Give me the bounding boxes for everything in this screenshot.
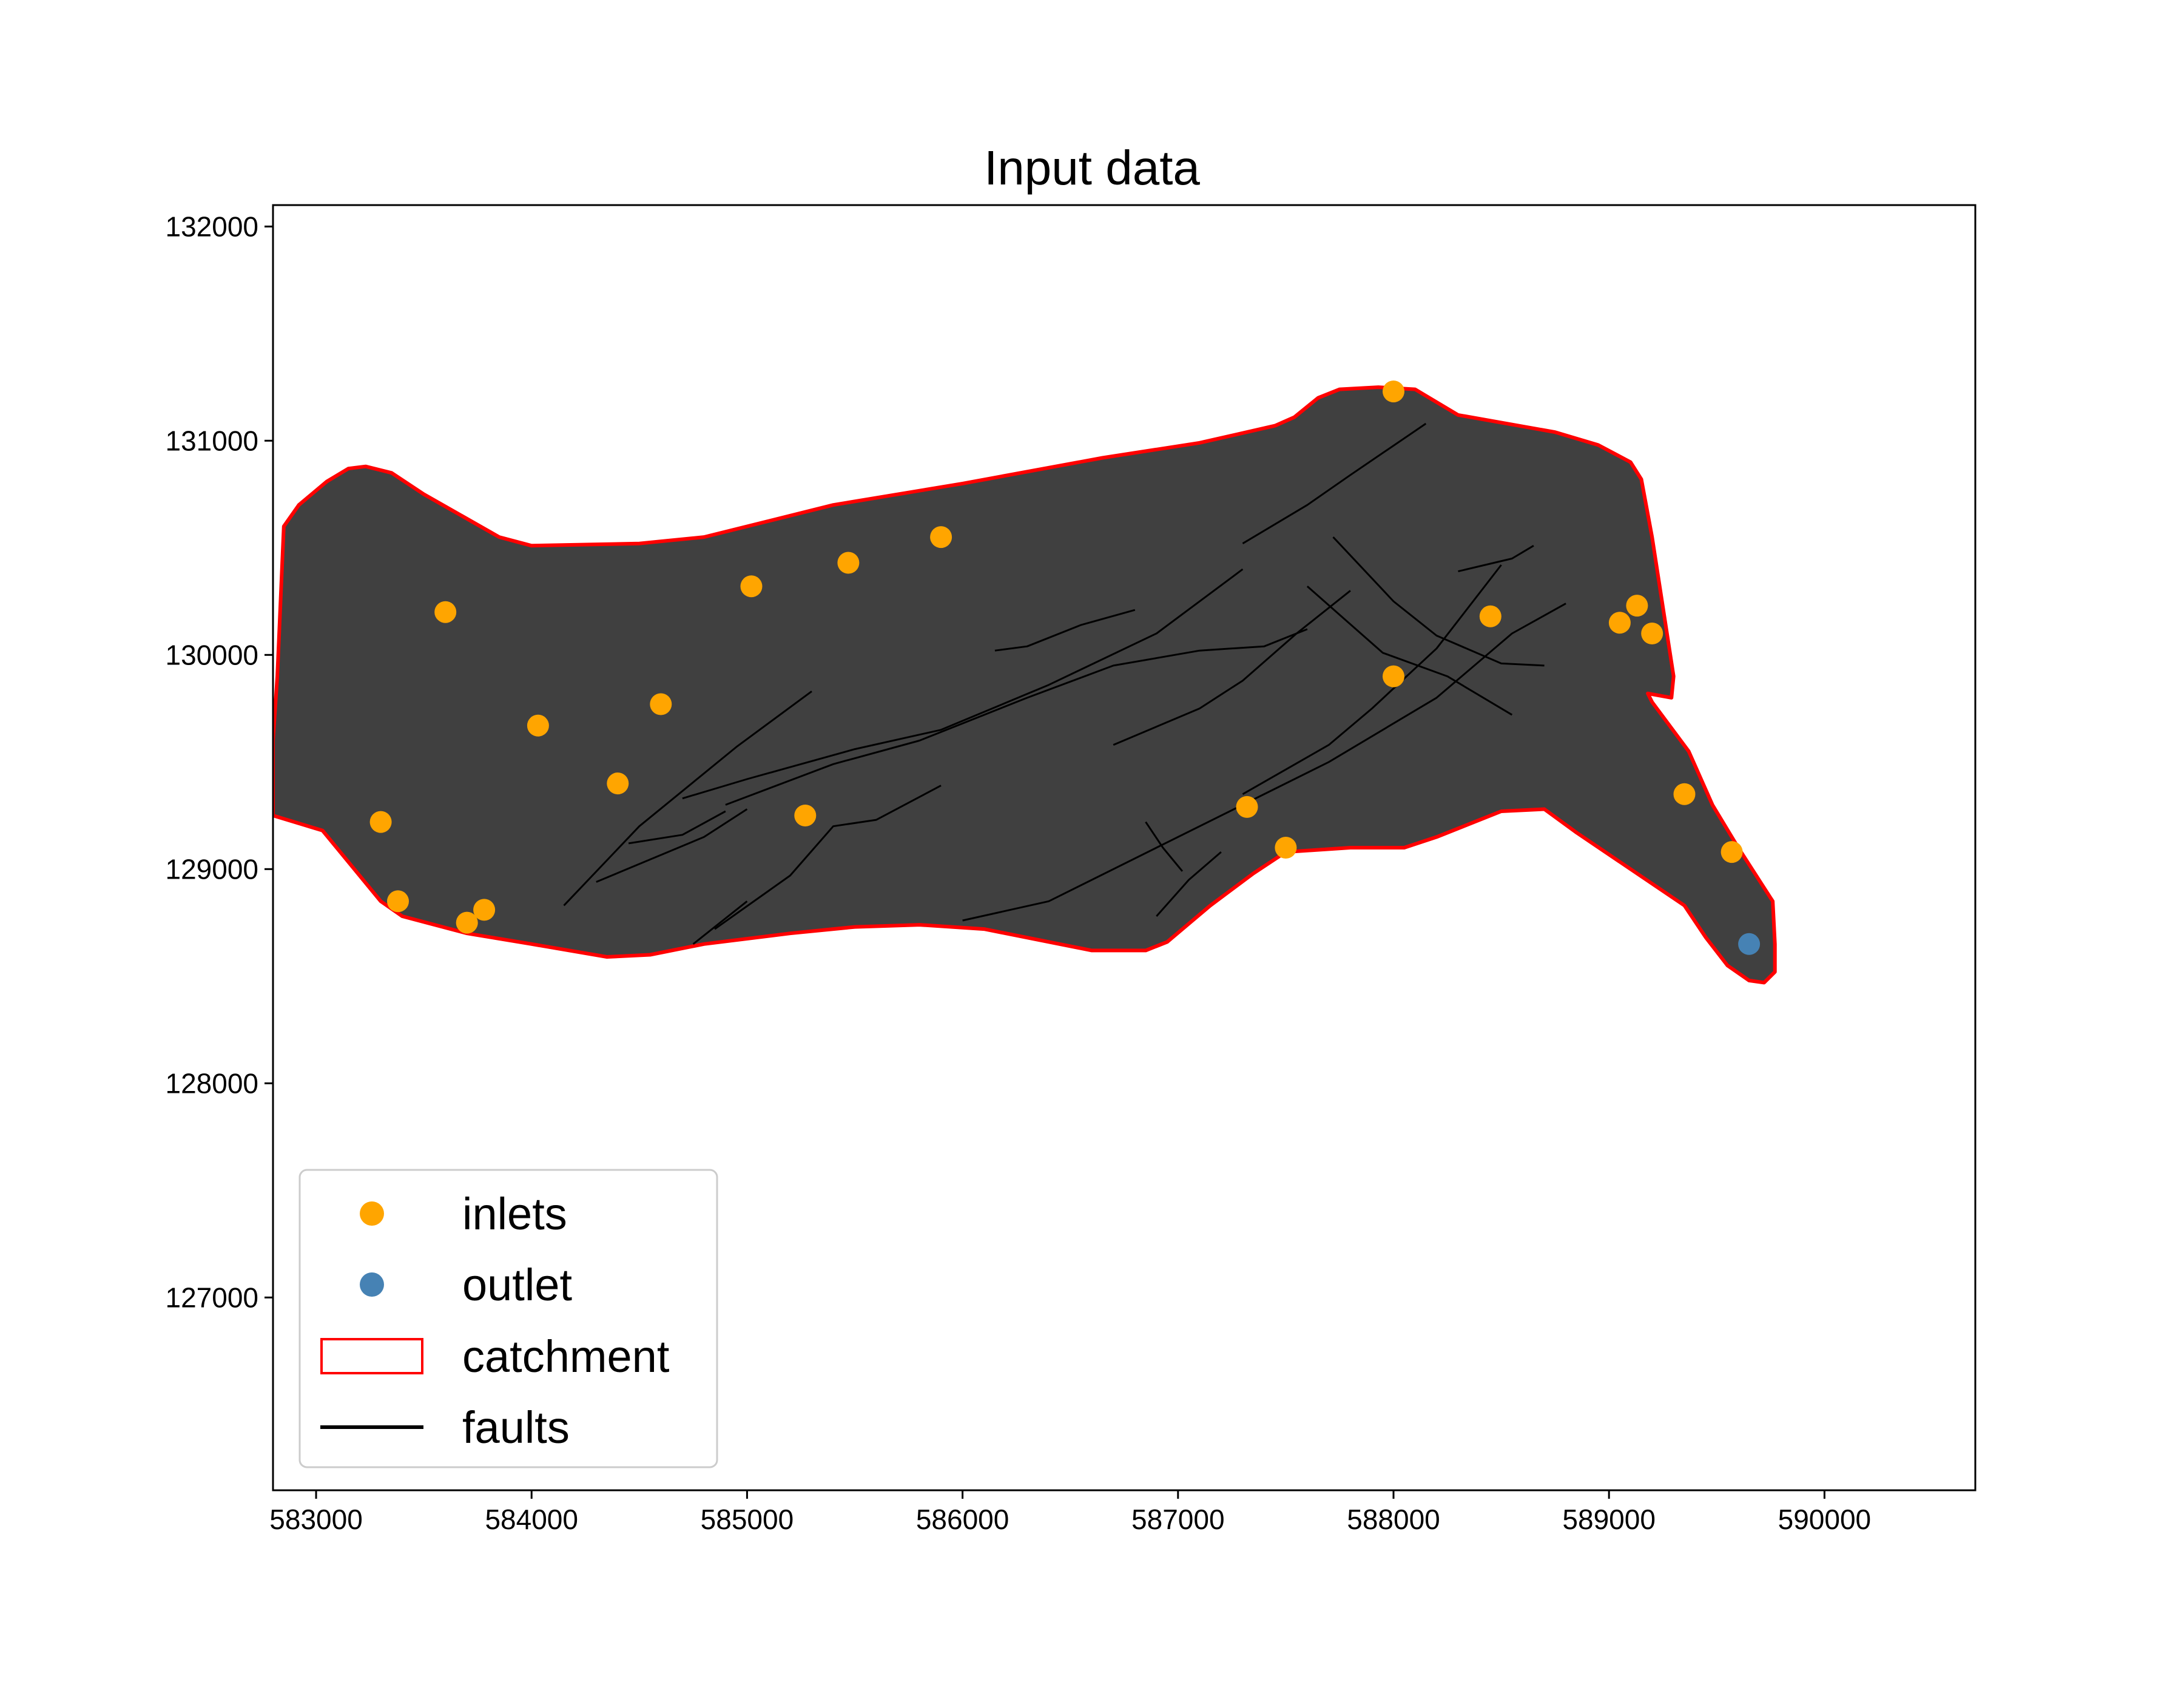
- inlet-point: [1236, 795, 1258, 818]
- inlet-point: [1479, 605, 1502, 627]
- fault-line: [725, 628, 1308, 806]
- legend: inlets outlet catchment faults: [298, 1169, 718, 1468]
- fault-line: [692, 900, 748, 945]
- legend-patch-catchment: [320, 1338, 423, 1374]
- y-tick-label: 129000: [166, 853, 259, 885]
- legend-entries: inlets outlet catchment faults: [320, 1189, 670, 1453]
- fault-line: [1113, 590, 1351, 746]
- inlet-point: [930, 526, 952, 549]
- inlet-point: [650, 693, 672, 715]
- inlet-point: [794, 805, 817, 826]
- x-tick-label: 589000: [1562, 1504, 1656, 1535]
- x-tick-label: 586000: [916, 1504, 1009, 1535]
- fault-line: [1332, 536, 1545, 667]
- faults-layer: [563, 422, 1566, 945]
- inlet-point: [1383, 380, 1404, 403]
- fault-line: [1306, 586, 1513, 716]
- x-tick-label: 590000: [1778, 1504, 1872, 1535]
- inlet-point: [387, 890, 409, 913]
- fault-line: [1242, 564, 1502, 795]
- chart-title: Input data: [984, 141, 1200, 195]
- y-tick-label: 131000: [166, 425, 259, 456]
- legend-label-faults: faults: [462, 1402, 570, 1453]
- inlet-point: [1721, 841, 1743, 863]
- y-tick-label: 127000: [166, 1282, 259, 1313]
- x-tick-label: 585000: [701, 1504, 794, 1535]
- inlet-point: [1383, 665, 1404, 687]
- fault-line: [563, 691, 812, 907]
- plot-area: [273, 380, 1777, 985]
- inlet-point: [1673, 783, 1696, 805]
- fault-line: [1145, 821, 1184, 872]
- x-axis: 583000 584000 585000 586000 587000 588000 5890…: [269, 1490, 1871, 1535]
- fault-line: [714, 785, 942, 930]
- y-tick-label: 130000: [166, 639, 259, 670]
- y-tick-label: 128000: [166, 1067, 259, 1099]
- inlet-point: [607, 772, 629, 795]
- inlet-point: [740, 575, 763, 598]
- fault-line: [1156, 851, 1222, 917]
- legend-label-outlet: outlet: [462, 1260, 572, 1310]
- catchment-polygon: [273, 385, 1777, 985]
- fault-line: [994, 609, 1136, 652]
- fault-line: [596, 808, 748, 883]
- x-tick-label: 584000: [485, 1504, 578, 1535]
- inlet-point: [1608, 612, 1631, 634]
- fault-line: [682, 568, 1244, 800]
- y-tick-label: 132000: [166, 211, 259, 242]
- legend-label-inlets: inlets: [462, 1189, 567, 1239]
- fault-line: [962, 603, 1566, 922]
- inlet-point: [837, 552, 860, 574]
- y-axis: 127000 128000 129000 130000 131000 132000: [166, 211, 273, 1313]
- legend-label-catchment: catchment: [462, 1331, 670, 1382]
- plot-frame: [272, 204, 1977, 1491]
- inlet-point: [434, 601, 457, 623]
- legend-frame: [298, 1169, 718, 1468]
- fault-line: [1458, 545, 1534, 573]
- points-layer: [369, 380, 1761, 955]
- inlet-point: [473, 899, 496, 921]
- inlet-point: [369, 811, 392, 833]
- inlet-point: [527, 714, 549, 737]
- outlet-point: [1738, 933, 1761, 955]
- x-tick-label: 588000: [1347, 1504, 1440, 1535]
- inlet-point: [1275, 837, 1297, 859]
- legend-marker-outlet: [360, 1272, 384, 1297]
- legend-marker-inlets: [360, 1201, 384, 1226]
- inlet-point: [1641, 623, 1663, 644]
- fault-line: [628, 810, 726, 845]
- x-tick-label: 583000: [269, 1504, 363, 1535]
- inlet-point: [456, 911, 478, 934]
- catchment-layer: [273, 385, 1777, 985]
- x-tick-label: 587000: [1131, 1504, 1225, 1535]
- inlet-point: [1626, 595, 1648, 617]
- fault-line: [1242, 422, 1427, 544]
